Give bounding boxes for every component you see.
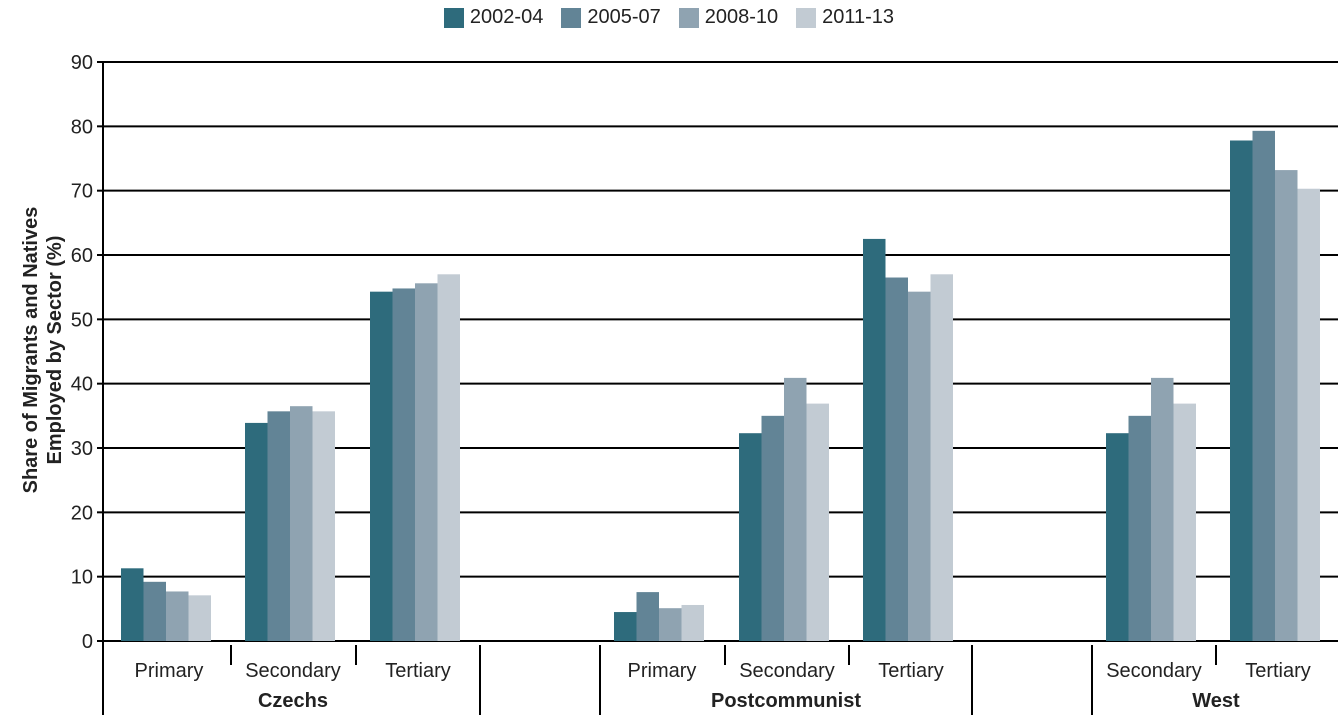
bar-Czechs-Tertiary-2008-10	[415, 283, 438, 641]
bar-Czechs-Secondary-2005-07	[267, 411, 290, 641]
category-label: Primary	[135, 660, 204, 682]
group-label: Czechs	[258, 690, 328, 712]
bar-West-Tertiary-2011-13	[1297, 188, 1320, 641]
y-tick-label: 90	[71, 52, 93, 74]
legend-item-2002-04: 2002-04	[443, 6, 544, 29]
bar-West-Secondary-2005-07	[1128, 415, 1151, 641]
bar-West-Tertiary-2008-10	[1275, 170, 1298, 641]
bar-Czechs-Secondary-2002-04	[245, 422, 268, 641]
group-label: Postcommunist	[711, 690, 861, 712]
y-tick-label: 0	[82, 631, 93, 653]
bar-Czechs-Secondary-2008-10	[290, 406, 313, 641]
legend-swatch	[796, 7, 817, 28]
legend-swatch	[678, 7, 699, 28]
legend-label: 2011-13	[822, 6, 895, 28]
bar-Postcommunist-Secondary-2011-13	[806, 403, 829, 641]
y-tick-label: 60	[71, 245, 93, 267]
bar-Czechs-Primary-2005-07	[143, 581, 166, 641]
legend-item-2011-13: 2011-13	[796, 6, 894, 29]
y-tick-label: 70	[71, 181, 93, 203]
bar-Postcommunist-Tertiary-2002-04	[863, 238, 886, 641]
category-label: Tertiary	[385, 660, 451, 682]
y-tick-label: 50	[71, 309, 93, 331]
y-tick-label: 30	[71, 438, 93, 460]
legend-label: 2002-04	[469, 6, 544, 28]
chart-legend: 2002-04 2005-07 2008-10 2011-13	[0, 6, 1338, 29]
group-label: West	[1192, 690, 1240, 712]
bar-Postcommunist-Secondary-2005-07	[761, 415, 784, 641]
category-label: Secondary	[245, 660, 341, 682]
bar-Czechs-Tertiary-2005-07	[392, 288, 415, 641]
legend-label: 2005-07	[587, 6, 661, 28]
bar-Postcommunist-Primary-2011-13	[681, 604, 704, 641]
category-label: Secondary	[1106, 660, 1202, 682]
bar-Postcommunist-Tertiary-2011-13	[930, 274, 953, 641]
bar-West-Secondary-2011-13	[1173, 403, 1196, 641]
y-axis-label: Share of Migrants and Natives Employed by…	[20, 207, 66, 494]
y-tick-label: 80	[71, 116, 93, 138]
bar-Czechs-Secondary-2011-13	[312, 411, 335, 641]
legend-label: 2008-10	[704, 6, 779, 28]
bar-Postcommunist-Primary-2005-07	[636, 592, 659, 641]
bar-Postcommunist-Secondary-2002-04	[739, 433, 762, 641]
bar-West-Tertiary-2005-07	[1252, 130, 1275, 641]
legend-item-2005-07: 2005-07	[561, 6, 661, 29]
bar-Czechs-Primary-2011-13	[188, 595, 211, 641]
bar-West-Secondary-2008-10	[1151, 377, 1174, 641]
bar-Postcommunist-Secondary-2008-10	[784, 377, 807, 641]
bar-Czechs-Primary-2002-04	[121, 568, 144, 641]
bar-Czechs-Tertiary-2002-04	[370, 291, 393, 641]
category-label: Tertiary	[878, 660, 944, 682]
bar-West-Tertiary-2002-04	[1230, 140, 1253, 641]
bar-Postcommunist-Primary-2002-04	[614, 612, 637, 641]
legend-swatch	[443, 7, 464, 28]
bar-Czechs-Primary-2008-10	[166, 591, 189, 641]
category-label: Tertiary	[1245, 660, 1311, 682]
bar-Postcommunist-Primary-2008-10	[659, 608, 682, 641]
bar-Postcommunist-Tertiary-2008-10	[908, 291, 931, 641]
category-label: Primary	[628, 660, 697, 682]
legend-swatch	[561, 7, 582, 28]
bar-Czechs-Tertiary-2011-13	[437, 274, 460, 641]
bar-West-Secondary-2002-04	[1106, 433, 1129, 641]
category-label: Secondary	[739, 660, 835, 682]
y-tick-label: 10	[71, 567, 93, 589]
bar-Postcommunist-Tertiary-2005-07	[885, 277, 908, 641]
y-tick-label: 40	[71, 374, 93, 396]
legend-item-2008-10: 2008-10	[678, 6, 779, 29]
y-tick-label: 20	[71, 502, 93, 524]
